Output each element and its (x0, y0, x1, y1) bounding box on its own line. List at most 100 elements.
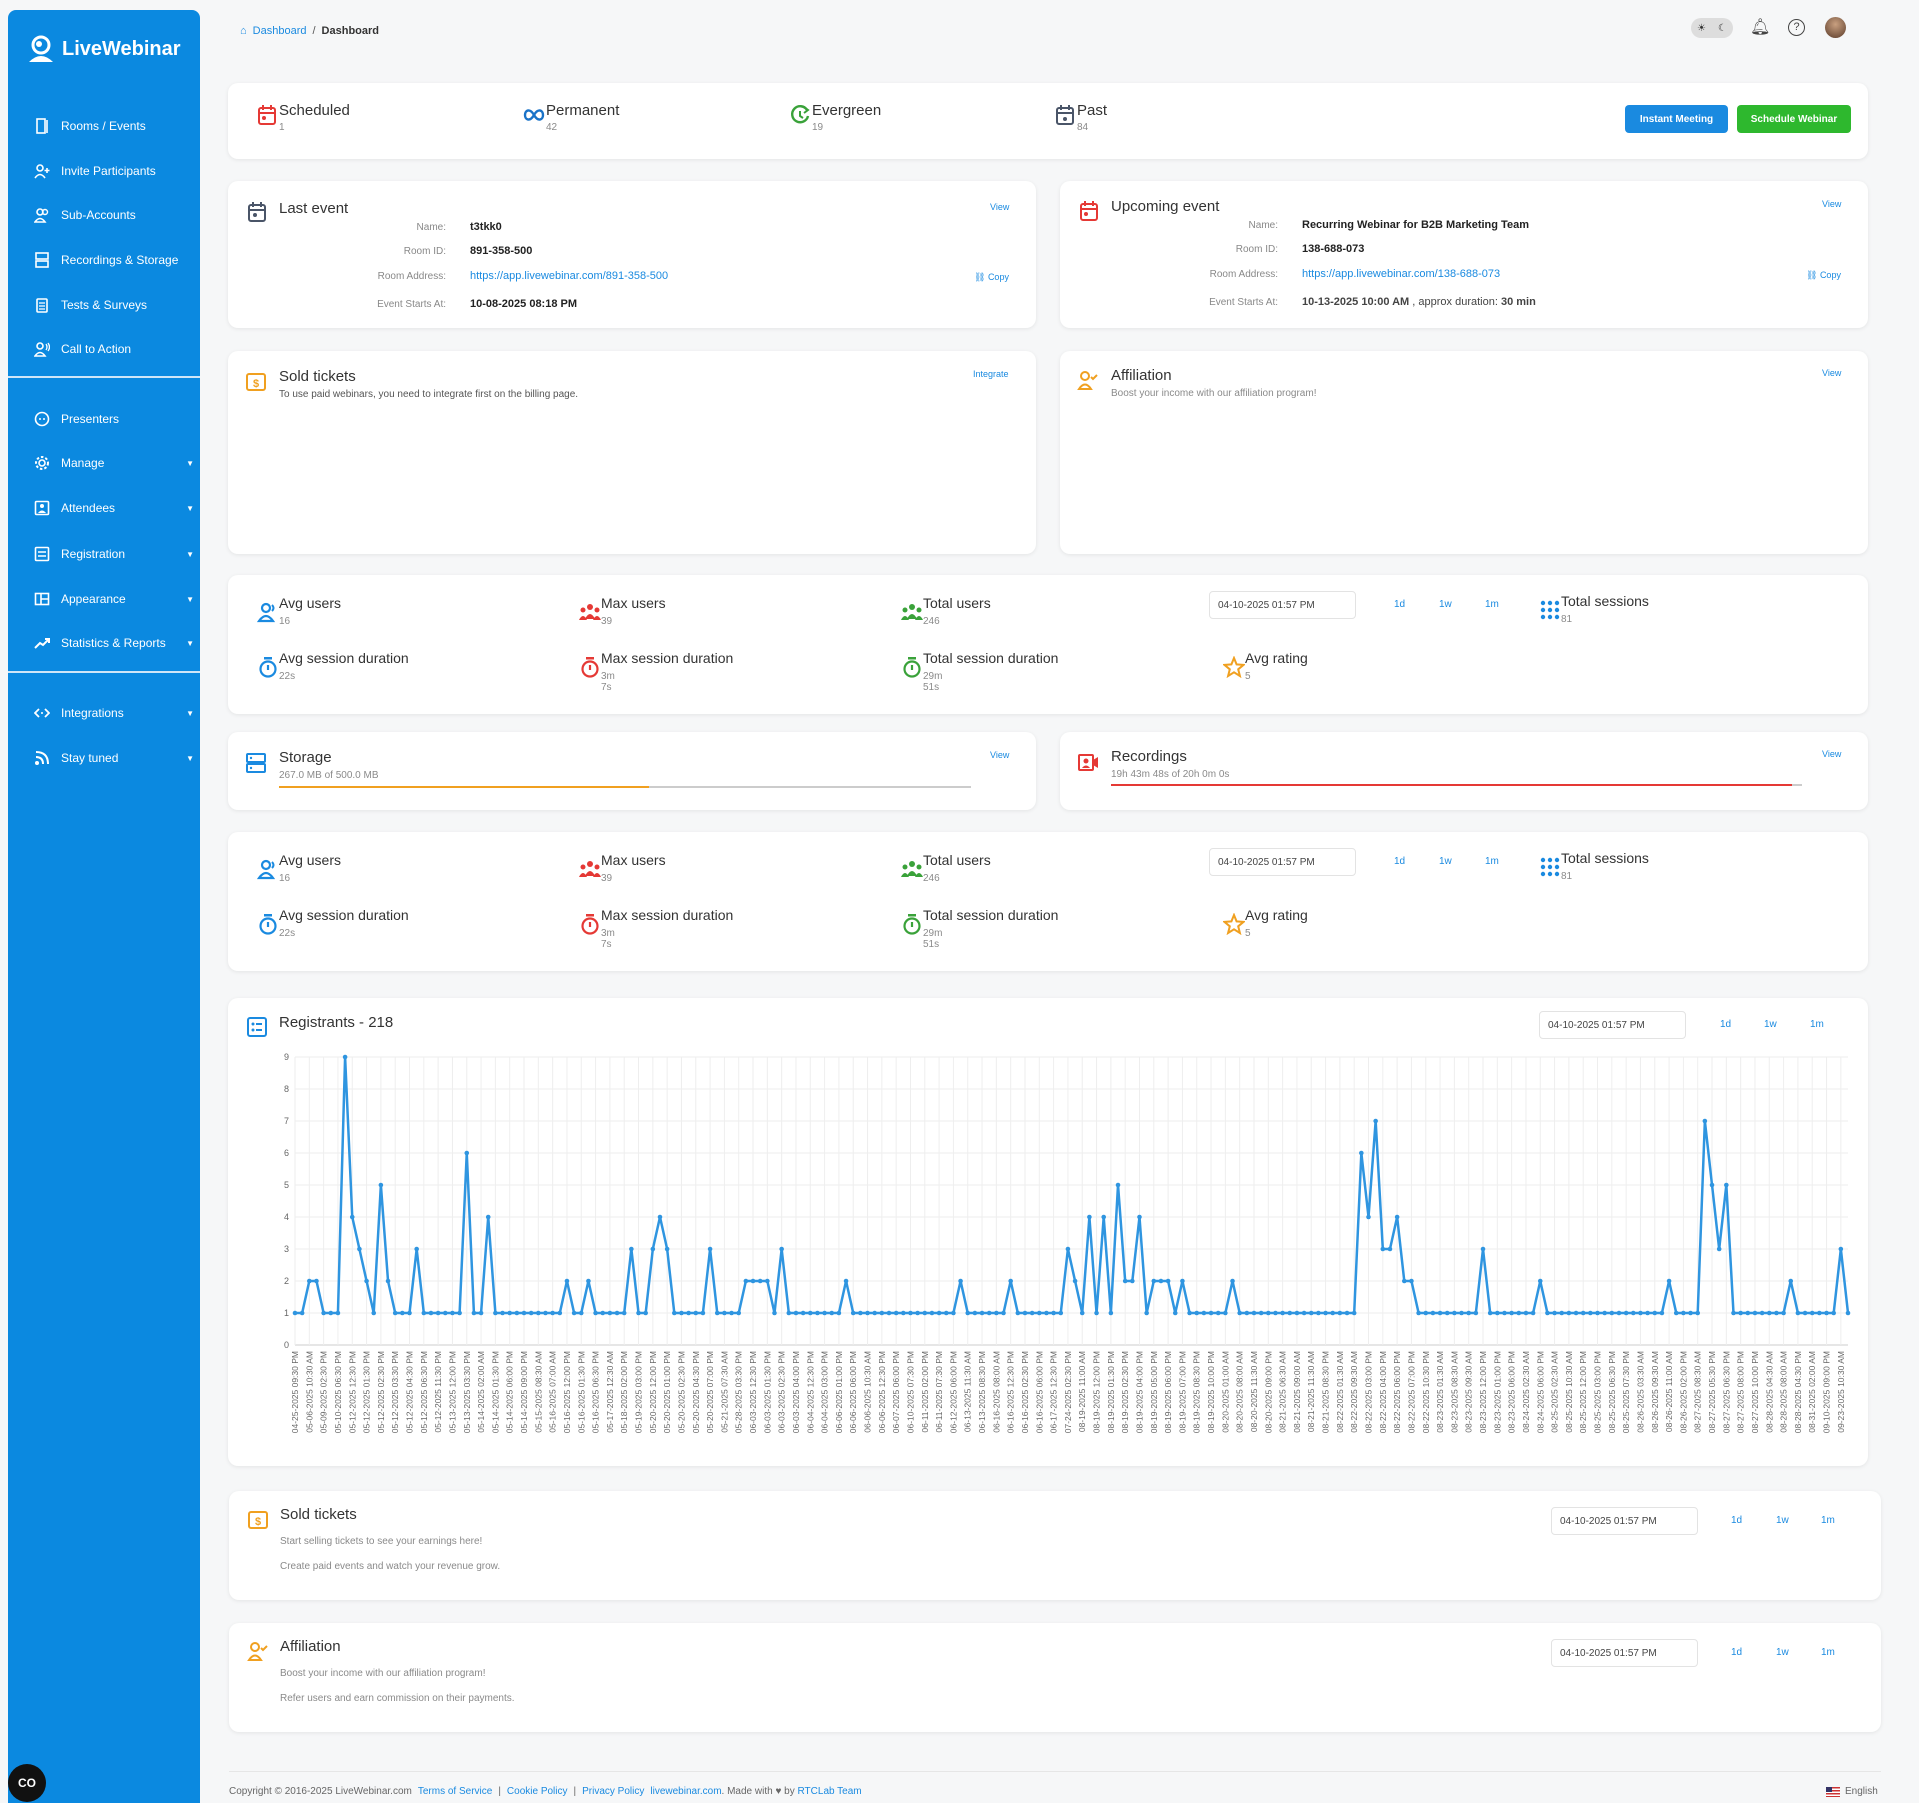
sidebar-item-tests-surveys[interactable]: Tests & Surveys (34, 297, 194, 313)
theme-toggle[interactable]: ☀ ☾ (1691, 18, 1733, 38)
event-types-card: Scheduled 1 Permanent 42 Evergreen 19 Past 84 I… (228, 83, 1868, 159)
sidebar-item-rooms-events[interactable]: Rooms / Events (34, 118, 194, 134)
upcoming-event-view-link[interactable]: View (1822, 199, 1842, 209)
upcoming-event-copy-button[interactable]: ⛓ Copy (1806, 270, 1841, 281)
instant-meeting-button[interactable]: Instant Meeting (1625, 105, 1728, 133)
data-point (736, 1310, 742, 1316)
range-1d-button[interactable]: 1d (1731, 1515, 1743, 1526)
upcoming-event-room-address-link[interactable]: https://app.livewebinar.com/138-688-073 (1302, 268, 1501, 280)
privacy-policy-link[interactable]: Privacy Policy (582, 1786, 645, 1797)
video-recording-icon (1078, 754, 1098, 771)
sidebar-item-registration[interactable]: Registration ▼ (34, 546, 194, 562)
data-point (550, 1310, 555, 1316)
last-event-view-link[interactable]: View (990, 202, 1010, 212)
cookie-policy-link[interactable]: Cookie Policy (506, 1786, 568, 1797)
x-tick-label: 05-16-2025 12:00 PM (562, 1351, 572, 1433)
range-1d-button[interactable]: 1d (1394, 599, 1406, 610)
data-point (407, 1310, 412, 1316)
range-1m-button[interactable]: 1m (1485, 599, 1499, 610)
stat-label: Avg rating (1245, 907, 1308, 923)
data-point (915, 1310, 920, 1316)
sidebar-item-recordings-storage[interactable]: Recordings & Storage (34, 252, 194, 268)
range-1m-button[interactable]: 1m (1810, 1019, 1824, 1030)
recordings-view-link[interactable]: View (1822, 749, 1842, 759)
schedule-webinar-button[interactable]: Schedule Webinar (1737, 105, 1851, 133)
stats-date-input[interactable]: 04-10-2025 01:57 PM (1209, 591, 1356, 619)
sidebar-item-integrations[interactable]: Integrations ▼ (34, 705, 194, 721)
data-point (1258, 1310, 1264, 1316)
y-tick-label: 5 (284, 1180, 289, 1190)
y-tick-label: 2 (284, 1276, 289, 1286)
range-1w-button[interactable]: 1w (1439, 599, 1452, 610)
sidebar-item-presenters[interactable]: Presenters (34, 411, 194, 427)
sidebar-item-call-to-action[interactable]: Call to Action (34, 341, 194, 357)
copyright-text: Copyright © 2016-2025 LiveWebinar.com (229, 1786, 412, 1797)
data-point (1094, 1310, 1099, 1316)
range-1d-button[interactable]: 1d (1720, 1019, 1732, 1030)
x-tick-label: 05-06-2025 10:30 AM (304, 1351, 314, 1433)
calendar-icon (248, 202, 266, 222)
site-link[interactable]: livewebinar.com (650, 1786, 722, 1797)
breadcrumb-dashboard-link[interactable]: Dashboard (252, 25, 307, 37)
help-icon[interactable]: ? (1788, 19, 1805, 36)
link-icon: ⛓ (974, 272, 988, 282)
range-1w-button[interactable]: 1w (1439, 856, 1452, 867)
x-tick-label: 08-20-2025 01:00 AM (1220, 1351, 1230, 1433)
data-point (421, 1310, 427, 1316)
x-tick-label: 06-12-2025 06:00 PM (948, 1351, 958, 1433)
data-point (686, 1310, 691, 1316)
x-tick-label: 05-12-2025 06:30 PM (419, 1351, 429, 1433)
data-point (679, 1310, 684, 1316)
calendar-icon (258, 105, 276, 125)
sidebar-item-appearance[interactable]: Appearance ▼ (34, 591, 194, 607)
x-tick-label: 06-13-2025 11:30 AM (963, 1351, 973, 1432)
data-point (1108, 1310, 1114, 1316)
terms-link[interactable]: Terms of Service (417, 1786, 493, 1797)
range-1w-button[interactable]: 1w (1776, 1647, 1789, 1658)
range-1d-button[interactable]: 1d (1731, 1647, 1743, 1658)
data-point (1044, 1310, 1049, 1316)
storage-view-link[interactable]: View (990, 750, 1010, 760)
data-point (693, 1310, 699, 1316)
sidebar-item-attendees[interactable]: Attendees ▼ (34, 500, 194, 516)
integrate-link[interactable]: Integrate (973, 369, 1009, 379)
sidebar-item-stay-tuned[interactable]: Stay tuned ▼ (34, 750, 194, 766)
chat-widget-button[interactable]: CO (8, 1764, 46, 1802)
range-1w-button[interactable]: 1w (1776, 1515, 1789, 1526)
sidebar-item-sub-accounts[interactable]: Sub-Accounts (34, 207, 194, 223)
last-event-copy-button[interactable]: ⛓ Copy (974, 272, 1009, 283)
registrants-card: Registrants - 218 04-10-2025 01:57 PM 1d… (228, 998, 1868, 1466)
stats-date-input[interactable]: 04-10-2025 01:57 PM (1209, 848, 1356, 876)
x-tick-label: 06-11-2025 07:30 PM (934, 1351, 944, 1433)
stat-label: Max session duration (601, 650, 734, 666)
chevron-down-icon: ▼ (186, 753, 194, 763)
affiliation-view-link[interactable]: View (1822, 368, 1842, 378)
rtclab-link[interactable]: RTCLab Team (797, 1786, 862, 1797)
range-1w-button[interactable]: 1w (1764, 1019, 1777, 1030)
range-1m-button[interactable]: 1m (1485, 856, 1499, 867)
range-1m-button[interactable]: 1m (1821, 1647, 1835, 1658)
affiliation-date-input[interactable]: 04-10-2025 01:57 PM (1551, 1639, 1698, 1667)
last-event-room-address-link[interactable]: https://app.livewebinar.com/891-358-500 (470, 270, 669, 282)
registrants-date-input[interactable]: 04-10-2025 01:57 PM (1539, 1011, 1686, 1039)
affiliation-card: Affiliation Boost your income with our a… (1060, 351, 1868, 554)
sold-tickets-date-input[interactable]: 04-10-2025 01:57 PM (1551, 1507, 1698, 1535)
x-tick-label: 06-06-2025 10:30 AM (863, 1351, 873, 1433)
data-point (765, 1278, 770, 1284)
stat-label: Total session duration (923, 907, 1059, 923)
range-1d-button[interactable]: 1d (1394, 856, 1406, 867)
avatar[interactable] (1825, 17, 1846, 38)
sidebar-item-statistics-reports[interactable]: Statistics & Reports ▼ (34, 635, 194, 651)
data-point (1774, 1310, 1779, 1316)
sidebar-item-invite-participants[interactable]: Invite Participants (34, 163, 194, 179)
bell-icon[interactable]: 🔔︎ (1750, 19, 1771, 36)
x-tick-label: 06-04-2025 03:00 PM (820, 1351, 830, 1433)
logo[interactable]: LiveWebinar (26, 34, 181, 64)
livewebinar-logo-icon (29, 35, 53, 62)
y-tick-label: 9 (284, 1052, 289, 1062)
sidebar-item-manage[interactable]: Manage ▼ (34, 455, 194, 471)
data-point (1487, 1310, 1493, 1316)
language-selector[interactable]: English (1826, 1786, 1878, 1797)
x-tick-label: 08-23-2025 01:30 AM (1435, 1351, 1445, 1433)
range-1m-button[interactable]: 1m (1821, 1515, 1835, 1526)
